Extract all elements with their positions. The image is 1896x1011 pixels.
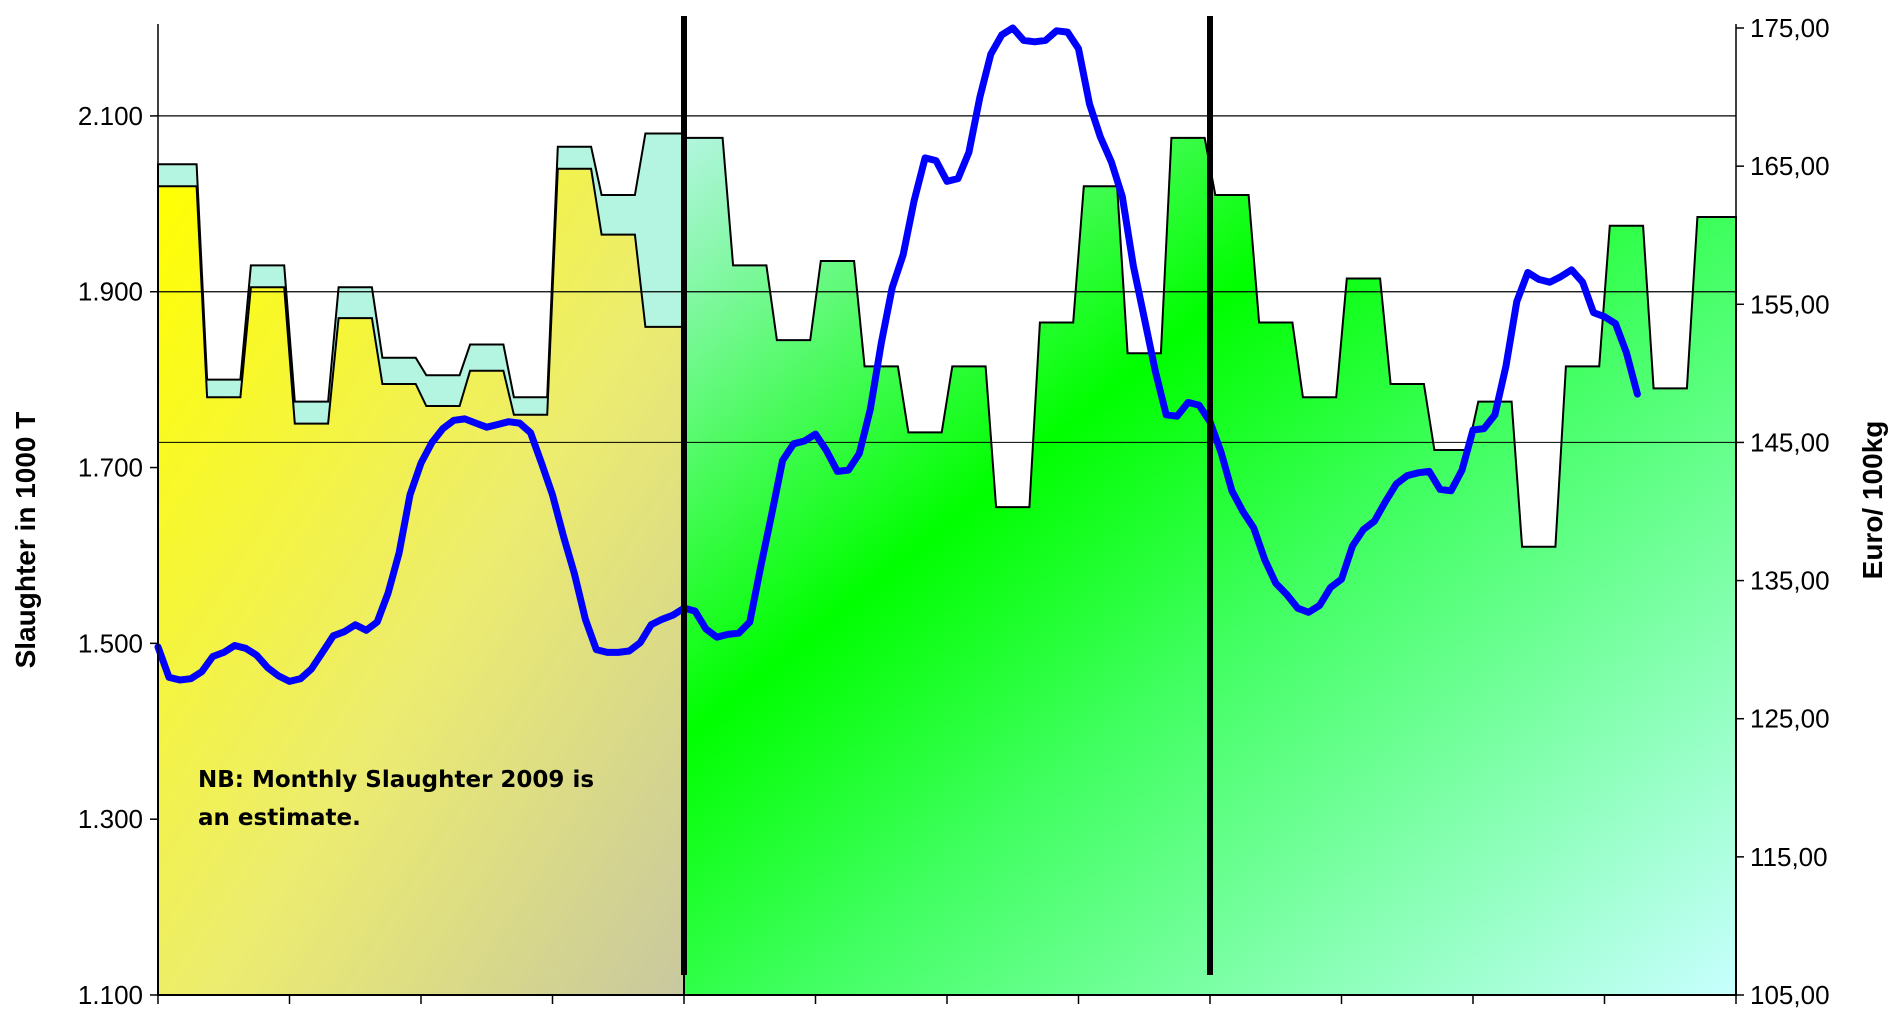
right-tick-label: 165,00 bbox=[1750, 151, 1830, 181]
right-tick-label: 105,00 bbox=[1750, 980, 1830, 1010]
right-tick-label: 125,00 bbox=[1750, 704, 1830, 734]
left-tick-label: 1.700 bbox=[78, 453, 143, 483]
period-dividers bbox=[681, 16, 1213, 975]
left-axis-title: Slaughter in 1000 T bbox=[10, 412, 41, 669]
left-tick-label: 1.300 bbox=[78, 804, 143, 834]
price-line bbox=[154, 24, 1641, 685]
right-axis-title: Euro/ 100kg bbox=[1857, 421, 1888, 580]
estimate-note-line-2: an estimate. bbox=[198, 805, 361, 831]
right-tick-label: 175,00 bbox=[1750, 13, 1830, 43]
left-tick-label: 2.100 bbox=[78, 101, 143, 131]
right-tick-label: 155,00 bbox=[1750, 289, 1830, 319]
price-line-group bbox=[154, 24, 1641, 685]
axes: 1.100 1.300 1.500 1.700 1.900 2.100 105,00 115,… bbox=[78, 13, 1830, 1010]
right-tick-label: 145,00 bbox=[1750, 427, 1830, 457]
left-tick-label: 1.500 bbox=[78, 628, 143, 658]
left-tick-label: 1.100 bbox=[78, 980, 143, 1010]
right-tick-label: 135,00 bbox=[1750, 566, 1830, 596]
right-tick-label: 115,00 bbox=[1750, 842, 1828, 872]
estimate-note-line-1: NB: Monthly Slaughter 2009 is bbox=[198, 767, 594, 793]
slaughter-area-2009-estimate bbox=[157, 167, 685, 996]
left-tick-label: 1.900 bbox=[78, 277, 143, 307]
